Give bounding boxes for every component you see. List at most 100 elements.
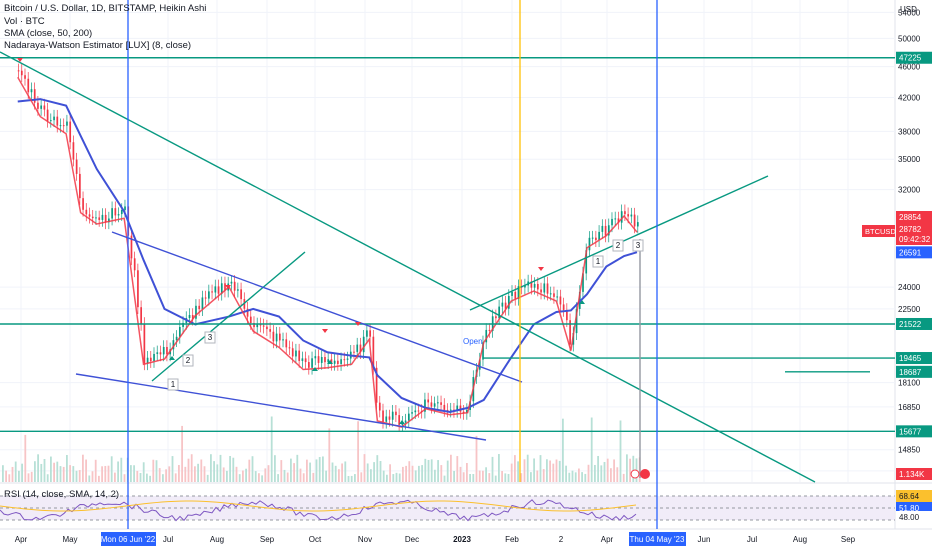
price-axis-currency: USD [900,5,917,14]
volume-bar [462,472,465,482]
candle-body [488,329,491,331]
candle-body [598,231,600,241]
volume-bar [610,468,612,482]
volume-bar [472,474,475,482]
volume-bar [456,456,459,482]
time-axis-label: Apr [601,535,614,544]
rsi-badge-bg [896,511,932,523]
price-tick-label: 42000 [898,93,921,102]
candle-body [478,359,481,370]
candle-body [382,410,384,422]
volume-bar [130,465,132,482]
candle-body [514,291,517,299]
volume-bar [434,469,436,482]
volume-bar [421,465,423,482]
candle-body [437,402,439,404]
volume-bar [27,473,30,482]
volume-bar [290,458,292,482]
volume-bar [526,454,529,482]
volume-bar [453,470,455,482]
candle-body [291,348,294,357]
wave-b-label: 3 [636,241,641,250]
candle-body [372,336,375,368]
volume-bar [171,456,174,482]
candle-body [601,225,604,232]
candle-body [501,302,504,307]
volume-bar [114,472,116,482]
candle-body [85,209,88,215]
time-axis-label: Sep [841,535,856,544]
cursor-date-right-bg [629,532,686,546]
candle-body [333,360,336,364]
trend-green-short [151,251,306,382]
time-axis-label: Jun [698,535,711,544]
cursor-date-left-bg [101,532,156,546]
volume-bar [418,465,420,482]
volume-bar [40,463,43,482]
candle-body [633,214,636,227]
candle-body [340,359,342,364]
candle-body [427,399,430,403]
volume-bar [11,466,14,482]
volume-bar [587,464,590,482]
candle-body [356,344,359,352]
volume-bar [178,465,180,482]
volume-bar [552,463,555,482]
volume-bar [350,475,353,482]
candle-body [495,316,497,319]
candle-body [485,329,488,343]
candle-body [556,296,559,298]
candle-body [511,291,513,296]
volume-bar [494,475,497,482]
volume-bar [318,456,321,482]
volume-bar [66,454,68,482]
candle-body [266,326,268,330]
volume-bar [142,462,145,482]
time-axis-label: Dec [405,535,419,544]
wave-b-box [592,255,604,268]
candle-body [20,70,23,76]
open-label: Open [463,337,483,346]
price-badge-label: 09:42:32 [899,235,931,244]
volume-bar [376,455,379,482]
volume-bar [91,471,94,482]
candle-body [482,342,484,360]
candle-body [98,217,101,220]
volume-bar [363,454,366,482]
candle-body [591,237,594,239]
price-badge-label: 18687 [899,368,922,377]
volume-bar [213,461,215,482]
rsi-axis-label: 51.80 [899,504,920,513]
volume-bar [578,468,580,482]
volume-bar [120,457,123,482]
candle-body [466,409,468,413]
volume-bar [190,454,193,482]
volume-bar [520,473,523,482]
candle-body [66,121,68,126]
volume-bar [590,417,593,482]
candle-body [95,217,97,219]
volume-bar [174,473,177,482]
volume-bar [155,460,158,482]
sell-marker [225,285,231,289]
trend-blue-upper [111,231,523,383]
candle-body [617,218,620,223]
symbol-title: Bitcoin / U.S. Dollar, 1D, BITSTAMP, Hei… [4,3,207,14]
time-axis-label: Aug [793,535,807,544]
volume-bar [542,469,545,482]
volume-bar [219,454,222,482]
price-badge-bg [896,51,932,64]
volume-bar [565,465,567,482]
volume-bar [357,421,359,482]
volume-bar [546,459,548,482]
volume-bar [533,458,535,482]
candle-body [246,308,249,317]
volume-bar [270,416,273,482]
rsi-axis-label: 48.00 [899,513,920,522]
candle-body [69,121,72,143]
volume-bar [245,468,247,482]
candle-body [311,358,313,368]
